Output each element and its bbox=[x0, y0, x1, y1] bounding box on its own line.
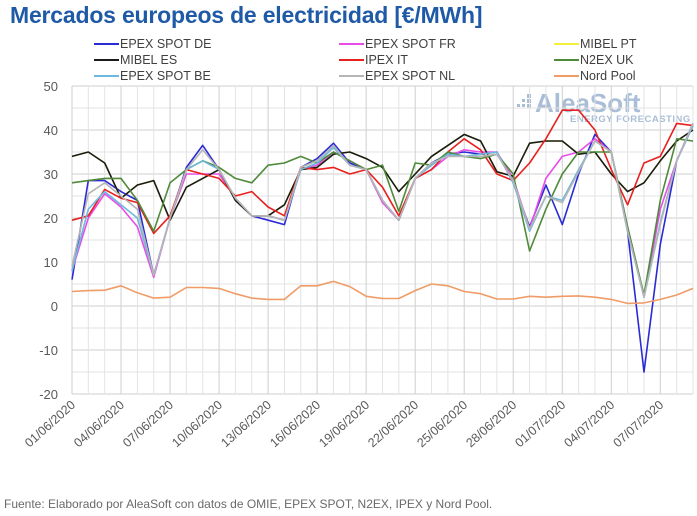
legend-swatch-icon bbox=[94, 58, 119, 62]
source-footnote: Fuente: Elaborado por AleaSoft con datos… bbox=[4, 497, 493, 511]
legend-item: MIBEL PT bbox=[554, 36, 637, 52]
legend-item: Nord Pool bbox=[554, 68, 636, 84]
legend-label: IPEX IT bbox=[365, 53, 409, 67]
legend-swatch-icon bbox=[554, 74, 579, 78]
x-tick-label: 07/06/2020 bbox=[120, 398, 176, 450]
watermark-brand: AleaSoft bbox=[535, 88, 641, 118]
legend-swatch-icon bbox=[94, 42, 119, 46]
legend-label: EPEX SPOT DE bbox=[120, 37, 212, 51]
legend-label: MIBEL ES bbox=[120, 53, 178, 67]
y-tick-label: 30 bbox=[44, 167, 58, 182]
x-tick-label: 04/07/2020 bbox=[561, 398, 617, 450]
legend-swatch-icon bbox=[554, 42, 579, 46]
y-tick-label: 0 bbox=[51, 299, 58, 314]
x-tick-label: 04/06/2020 bbox=[71, 398, 127, 450]
legend-swatch-icon bbox=[339, 58, 364, 62]
aleasoft-logo-icon bbox=[517, 94, 531, 108]
y-tick-label: -10 bbox=[39, 343, 58, 358]
legend-label: Nord Pool bbox=[580, 69, 636, 83]
legend-item: N2EX UK bbox=[554, 52, 634, 68]
x-tick-label: 28/06/2020 bbox=[463, 398, 519, 450]
legend-label: MIBEL PT bbox=[580, 37, 637, 51]
legend-swatch-icon bbox=[339, 42, 364, 46]
x-tick-label: 13/06/2020 bbox=[218, 398, 274, 450]
legend: EPEX SPOT DE EPEX SPOT FR MIBEL PT MIBEL ES… bbox=[0, 36, 697, 86]
legend-item: EPEX SPOT FR bbox=[339, 36, 456, 52]
legend-label: EPEX SPOT BE bbox=[120, 69, 211, 83]
legend-item: IPEX IT bbox=[339, 52, 408, 68]
aleasoft-watermark: AleaSoft ENERGY FORECASTING bbox=[517, 88, 691, 125]
x-tick-label: 22/06/2020 bbox=[365, 398, 421, 450]
x-tick-label: 25/06/2020 bbox=[414, 398, 470, 450]
y-tick-label: 50 bbox=[44, 79, 58, 94]
x-tick-label: 19/06/2020 bbox=[316, 398, 372, 450]
x-tick-label: 07/07/2020 bbox=[610, 398, 666, 450]
x-tick-label: 01/07/2020 bbox=[512, 398, 568, 450]
y-tick-label: 20 bbox=[44, 211, 58, 226]
y-tick-label: 10 bbox=[44, 255, 58, 270]
legend-item: MIBEL ES bbox=[94, 52, 177, 68]
series-lines bbox=[71, 109, 694, 373]
x-tick-label: 16/06/2020 bbox=[267, 398, 323, 450]
y-tick-label: -20 bbox=[39, 387, 58, 402]
legend-label: EPEX SPOT FR bbox=[365, 37, 456, 51]
legend-swatch-icon bbox=[339, 74, 364, 78]
x-tick-label: 01/06/2020 bbox=[22, 398, 78, 450]
legend-label: N2EX UK bbox=[580, 53, 634, 67]
gridlines bbox=[71, 85, 694, 395]
series-line-epex-spot-nl bbox=[71, 123, 694, 299]
legend-item: EPEX SPOT NL bbox=[339, 68, 455, 84]
chart-title: Mercados europeos de electricidad [€/MWh… bbox=[10, 2, 483, 28]
legend-item: EPEX SPOT BE bbox=[94, 68, 211, 84]
y-tick-label: 40 bbox=[44, 123, 58, 138]
watermark-tagline: ENERGY FORECASTING bbox=[570, 114, 691, 125]
line-chart: AleaSoft ENERGY FORECASTING -20 -10 0 10 20 3… bbox=[22, 79, 694, 450]
y-axis: -20 -10 0 10 20 30 40 50 bbox=[39, 79, 58, 402]
legend-item: EPEX SPOT DE bbox=[94, 36, 211, 52]
legend-swatch-icon bbox=[94, 74, 119, 78]
series-line-nord-pool bbox=[71, 280, 694, 305]
x-tick-label: 10/06/2020 bbox=[169, 398, 225, 450]
x-axis: 01/06/202004/06/202007/06/202010/06/2020… bbox=[22, 398, 666, 450]
legend-swatch-icon bbox=[554, 58, 579, 62]
legend-label: EPEX SPOT NL bbox=[365, 69, 456, 83]
